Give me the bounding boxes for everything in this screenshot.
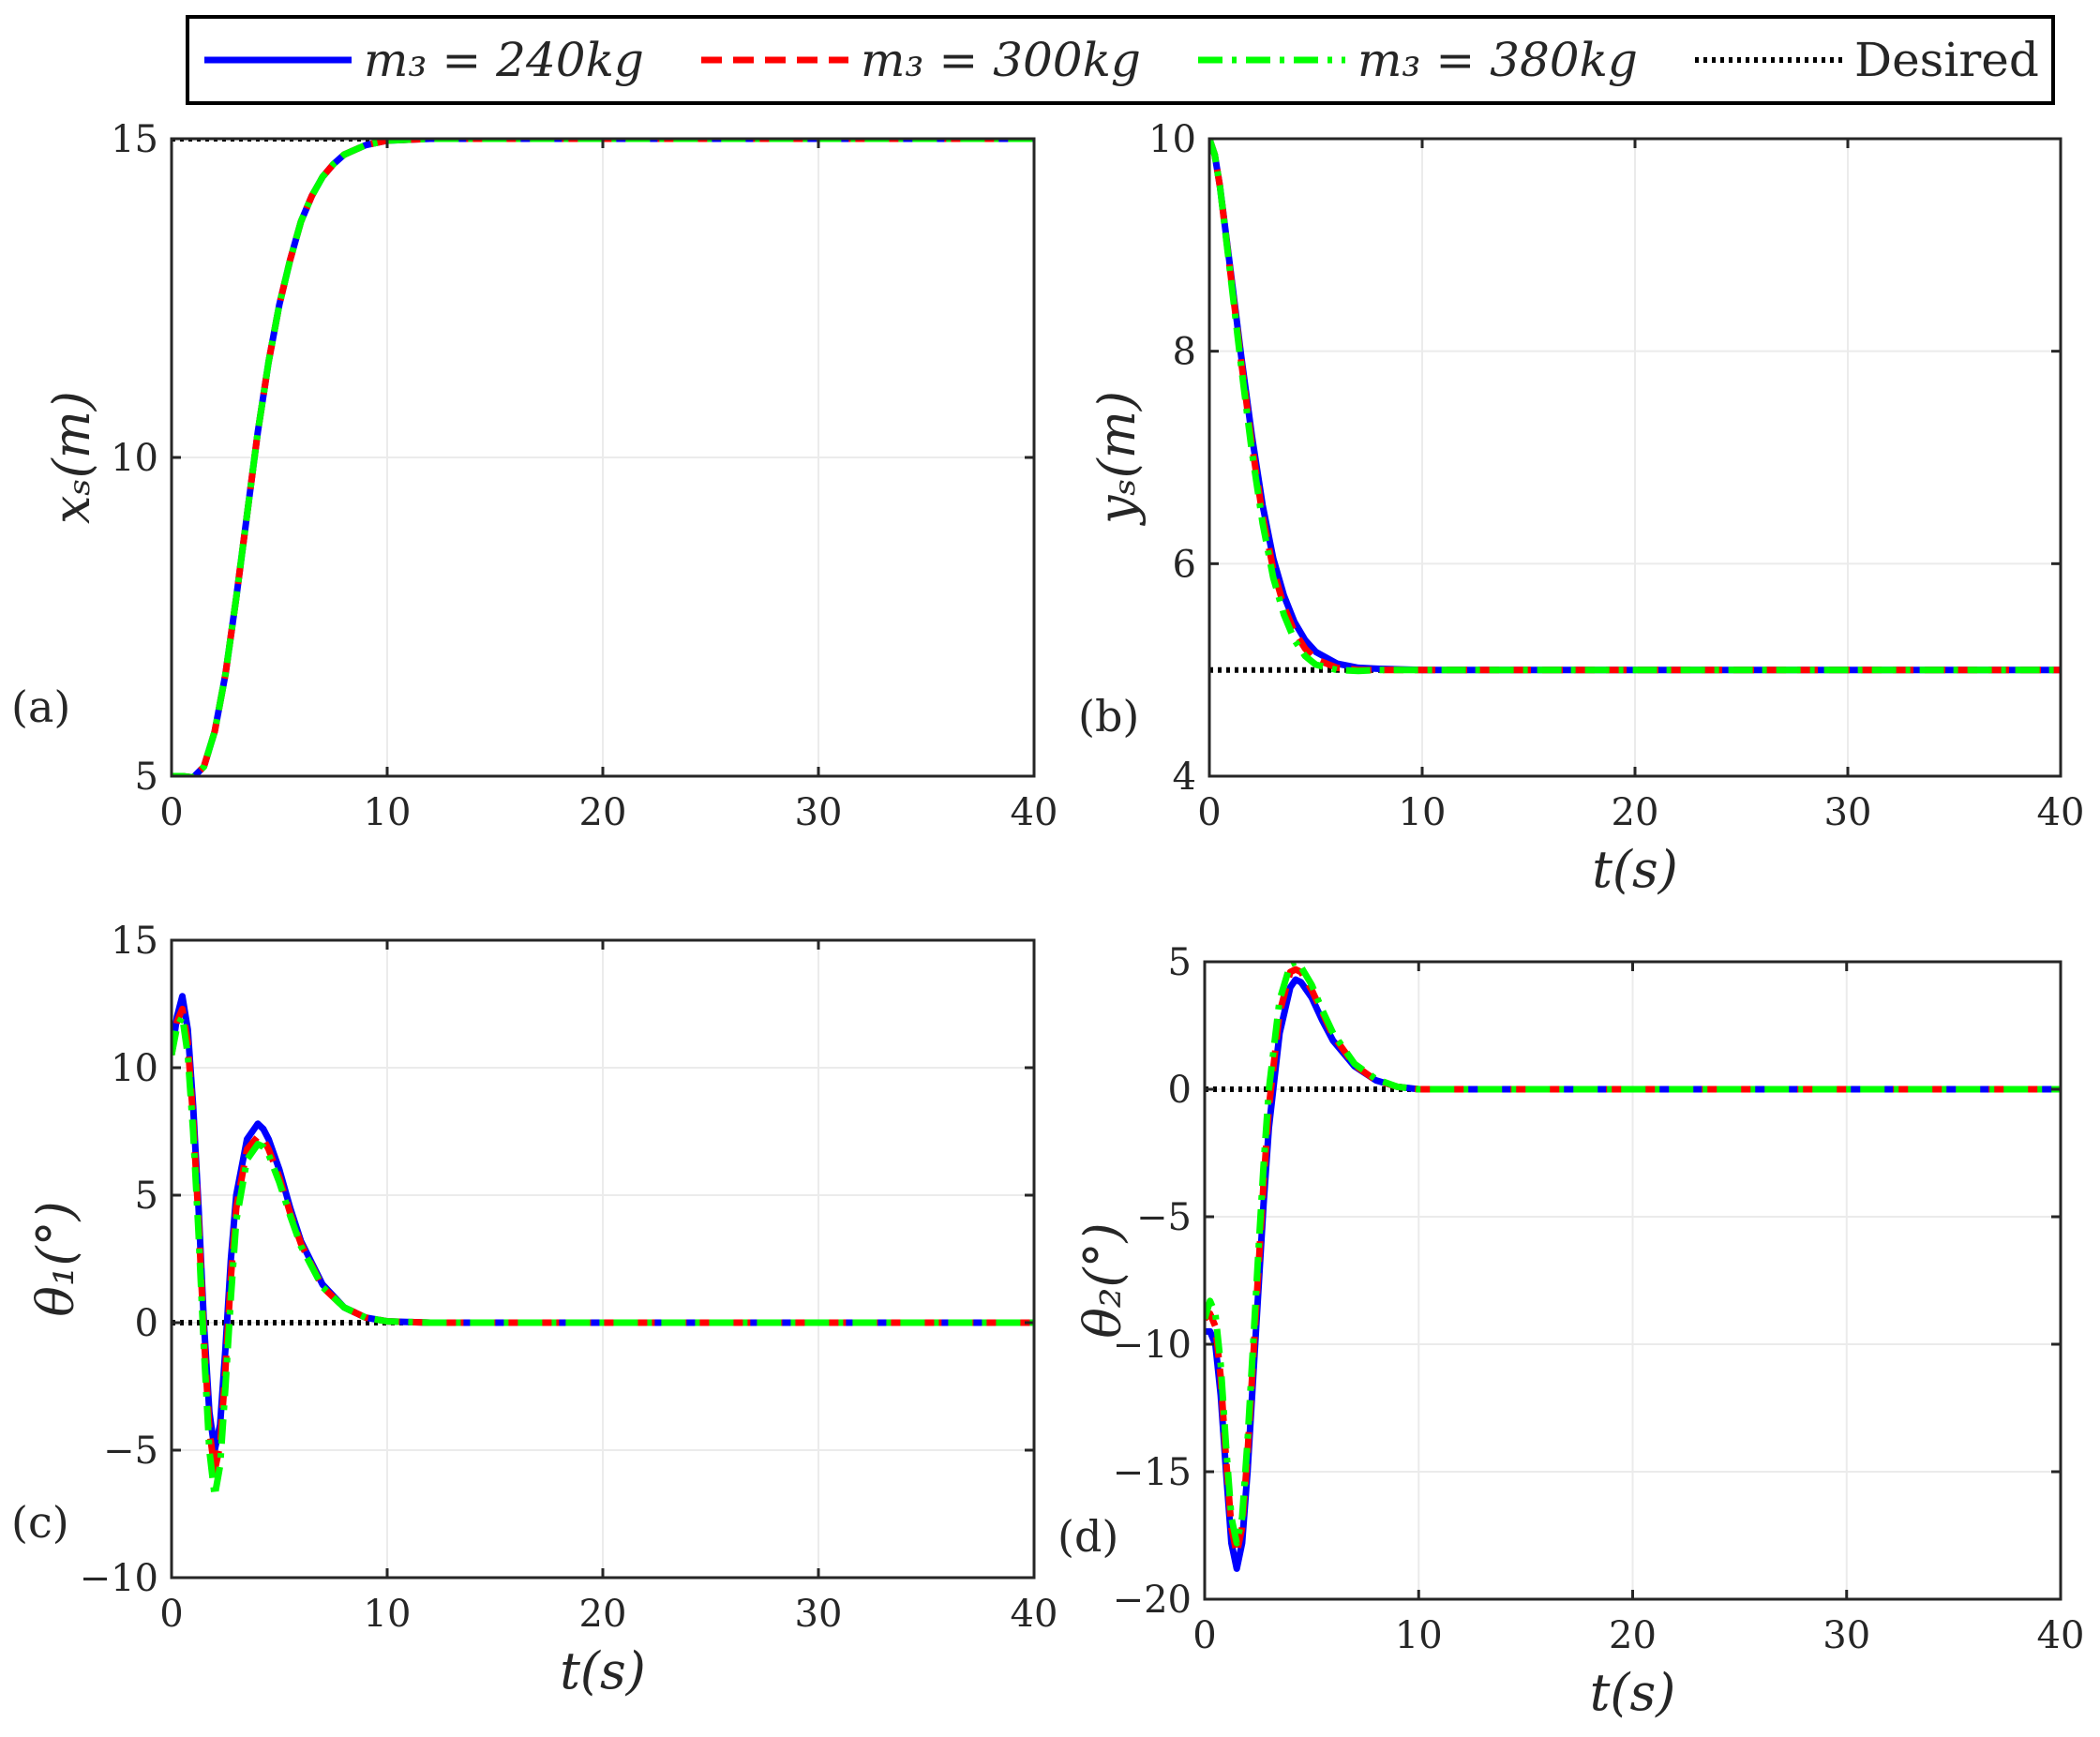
legend-label-m240: m₃ = 240kg bbox=[364, 33, 644, 87]
panel-c-xtick-label: 0 bbox=[159, 1593, 183, 1636]
panel-b-xtick-label: 10 bbox=[1399, 791, 1447, 834]
panel-d-ytick-label: −10 bbox=[1113, 1324, 1192, 1367]
panel-a-xtick-label: 40 bbox=[1011, 791, 1058, 834]
panel-a-xtick-label: 30 bbox=[795, 791, 843, 834]
panel-a-label: (a) bbox=[11, 681, 70, 732]
panel-b-ytick-label: 4 bbox=[1173, 756, 1196, 799]
legend-label-m380: m₃ = 380kg bbox=[1358, 33, 1638, 87]
panel-c-xtick-label: 30 bbox=[795, 1593, 843, 1636]
panel-c-ytick-label: −10 bbox=[80, 1557, 158, 1600]
panel-c-ytick-label: 10 bbox=[111, 1047, 158, 1090]
panel-d-xtick-label: 10 bbox=[1395, 1614, 1443, 1657]
panel-d-ytick-label: 5 bbox=[1168, 941, 1192, 984]
panel-d: 0 10 20 30 40 −20 −15 −10 −5 0 5 θ₂(°) t(s) (d) bbox=[1058, 941, 2084, 1722]
panel-b-ytick-label: 10 bbox=[1148, 118, 1196, 161]
panel-b-ylabel: yₛ(m) bbox=[1088, 391, 1147, 526]
panel-c-xtick-label: 20 bbox=[579, 1593, 627, 1636]
panel-b-label: (b) bbox=[1078, 691, 1139, 741]
panel-a-ytick-label: 10 bbox=[111, 437, 158, 480]
panel-b-series-m380 bbox=[1209, 139, 2061, 675]
panel-d-ytick-label: −5 bbox=[1136, 1196, 1192, 1239]
panel-a-xtick-label: 20 bbox=[579, 791, 627, 834]
panel-d-ytick-label: −20 bbox=[1113, 1579, 1192, 1622]
panel-d-series-m380 bbox=[1205, 962, 2061, 1547]
panel-d-xtick-label: 0 bbox=[1192, 1614, 1216, 1657]
panel-d-ytick-label: −15 bbox=[1113, 1451, 1192, 1494]
legend: m₃ = 240kg m₃ = 300kg m₃ = 380kg Desired bbox=[186, 15, 2055, 105]
panel-b-xlabel: t(s) bbox=[1592, 840, 1678, 899]
legend-label-desired: Desired bbox=[1854, 33, 2039, 87]
panel-c-xlabel: t(s) bbox=[560, 1641, 646, 1700]
legend-box bbox=[186, 15, 2055, 105]
panel-d-xtick-label: 30 bbox=[1822, 1614, 1870, 1657]
panel-c-ytick-label: 15 bbox=[111, 920, 158, 963]
panel-b-xtick-label: 20 bbox=[1612, 791, 1659, 834]
panel-d-xtick-label: 20 bbox=[1609, 1614, 1657, 1657]
panel-c-series-m380 bbox=[172, 1013, 1034, 1500]
legend-label-m300: m₃ = 300kg bbox=[861, 33, 1141, 87]
panel-a-xtick-label: 0 bbox=[159, 791, 183, 834]
panel-c-xtick-label: 10 bbox=[364, 1593, 412, 1636]
panel-a: 0 10 20 30 40 5 10 15 xₛ(m) (a) bbox=[11, 118, 1058, 834]
panel-c-ytick-label: 0 bbox=[135, 1302, 158, 1345]
panel-b-ytick-label: 8 bbox=[1173, 331, 1196, 374]
panel-b-xtick-label: 40 bbox=[2037, 791, 2085, 834]
panel-b-xtick-label: 0 bbox=[1197, 791, 1221, 834]
panel-b-xtick-label: 30 bbox=[1824, 791, 1872, 834]
panel-c-ytick-label: 5 bbox=[135, 1175, 158, 1218]
panel-d-label: (d) bbox=[1058, 1511, 1118, 1562]
panel-c-label: (c) bbox=[11, 1497, 69, 1548]
panel-c-ytick-label: −5 bbox=[103, 1430, 158, 1473]
panel-a-xtick-label: 10 bbox=[364, 791, 412, 834]
panel-d-xtick-label: 40 bbox=[2037, 1614, 2085, 1657]
panel-a-ytick-label: 5 bbox=[135, 756, 158, 799]
panel-c-xtick-label: 40 bbox=[1011, 1593, 1058, 1636]
panel-d-ytick-label: 0 bbox=[1168, 1069, 1192, 1112]
panel-a-ytick-label: 15 bbox=[111, 118, 158, 161]
panel-d-xlabel: t(s) bbox=[1590, 1663, 1676, 1722]
panel-d-ylabel: θ₂(°) bbox=[1073, 1222, 1132, 1338]
panel-b-ytick-label: 6 bbox=[1173, 543, 1196, 586]
panel-c-ylabel: θ₁(°) bbox=[26, 1201, 85, 1316]
panel-a-series-m380 bbox=[172, 139, 1034, 776]
panel-a-ylabel: xₛ(m) bbox=[42, 391, 101, 524]
panel-c: 0 10 20 30 40 −10 −5 0 5 10 15 θ₁(°) t(s) (c) bbox=[11, 920, 1058, 1700]
panel-b: 0 10 20 30 40 4 6 8 10 yₛ(m) t(s) (b) bbox=[1078, 118, 2084, 899]
